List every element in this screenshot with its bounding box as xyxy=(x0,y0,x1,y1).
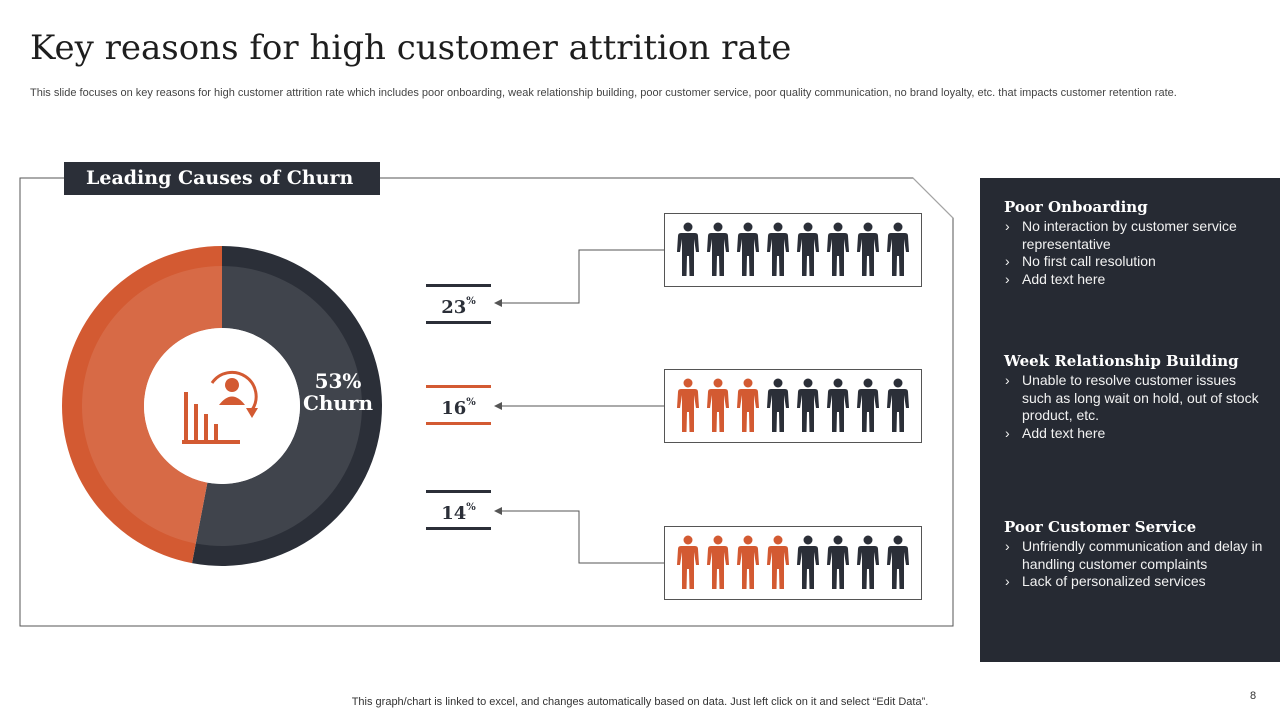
customer-churn-chart-icon xyxy=(182,370,258,444)
churn-label: Churn xyxy=(302,391,374,415)
donut-slice-churn[interactable] xyxy=(192,246,382,566)
reason-heading: Week Relationship Building xyxy=(1004,352,1239,370)
reason-item: Unable to resolve customer issues such a… xyxy=(1004,372,1269,425)
chart-title: Leading Causes of Churn xyxy=(64,162,380,195)
person-icon xyxy=(826,222,850,278)
person-icon xyxy=(736,222,760,278)
reason-item: Unfriendly communication and delay in ha… xyxy=(1004,538,1269,573)
connector-lines xyxy=(500,249,664,564)
reason-item: Add text here xyxy=(1004,271,1269,289)
reason-item: Lack of personalized services xyxy=(1004,573,1269,591)
stat-value-2: 16% xyxy=(426,385,491,425)
person-icon xyxy=(856,378,880,434)
reason-relationship-building: Week Relationship Building Unable to res… xyxy=(1004,352,1269,442)
people-group-1 xyxy=(664,213,922,287)
person-icon xyxy=(886,378,910,434)
slide-title: Key reasons for high customer attrition … xyxy=(30,28,792,68)
person-icon xyxy=(856,535,880,591)
person-icon xyxy=(856,222,880,278)
person-icon xyxy=(826,378,850,434)
donut-slice-shade xyxy=(195,266,362,546)
people-group-3 xyxy=(664,526,922,600)
person-icon xyxy=(676,222,700,278)
person-icon xyxy=(706,378,730,434)
stat-value-3: 14% xyxy=(426,490,491,530)
footnote: This graph/chart is linked to excel, and… xyxy=(351,696,929,708)
stat-value-1: 23% xyxy=(426,284,491,324)
donut-center-label: 53% Churn xyxy=(292,370,384,414)
reason-poor-customer-service: Poor Customer Service Unfriendly communi… xyxy=(1004,518,1269,591)
person-icon xyxy=(826,535,850,591)
person-icon xyxy=(706,535,730,591)
churn-percentage: 53% xyxy=(314,369,362,393)
donut-hole xyxy=(144,328,300,484)
person-icon xyxy=(736,378,760,434)
person-icon xyxy=(796,535,820,591)
person-icon xyxy=(676,378,700,434)
reason-poor-onboarding: Poor Onboarding No interaction by custom… xyxy=(1004,198,1269,288)
person-icon xyxy=(886,222,910,278)
person-icon xyxy=(796,222,820,278)
person-icon xyxy=(676,535,700,591)
person-icon xyxy=(886,535,910,591)
people-group-2 xyxy=(664,369,922,443)
person-icon xyxy=(796,378,820,434)
reason-heading: Poor Customer Service xyxy=(1004,518,1197,536)
connector-arrowheads xyxy=(494,299,502,515)
person-icon xyxy=(706,222,730,278)
page-number: 8 xyxy=(1250,690,1257,702)
person-icon xyxy=(766,378,790,434)
person-icon xyxy=(766,222,790,278)
donut-slice-other[interactable] xyxy=(61,246,223,564)
person-icon xyxy=(736,535,760,591)
reason-item: No interaction by customer service repre… xyxy=(1004,218,1269,253)
reason-item: No first call resolution xyxy=(1004,253,1269,271)
reason-item: Add text here xyxy=(1004,425,1269,443)
person-icon xyxy=(766,535,790,591)
slide-subtitle: This slide focuses on key reasons for hi… xyxy=(30,87,1177,99)
reason-heading: Poor Onboarding xyxy=(1004,198,1148,216)
reasons-panel: Poor Onboarding No interaction by custom… xyxy=(980,178,1280,662)
donut-slice-shade xyxy=(81,266,222,544)
